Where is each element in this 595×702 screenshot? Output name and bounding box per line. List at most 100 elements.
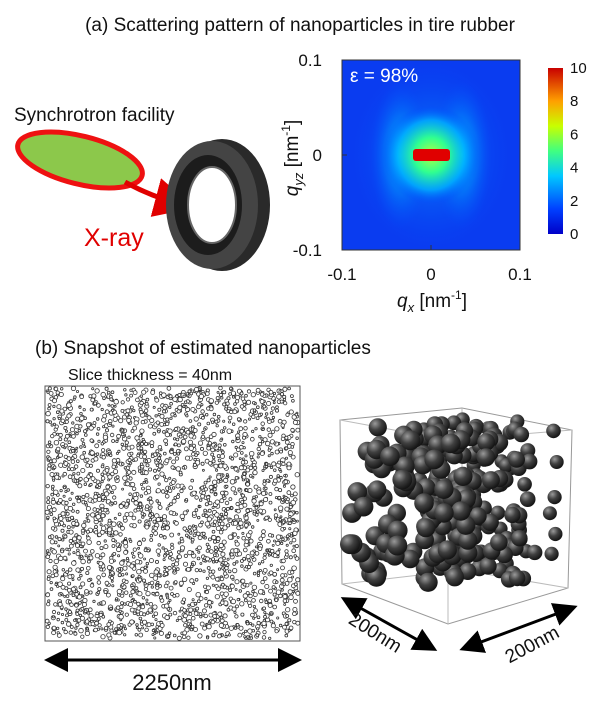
particle-dot: [257, 572, 259, 574]
particle-dot: [170, 402, 173, 405]
particle-dot: [86, 513, 89, 516]
particle-dot: [63, 524, 66, 527]
particle-dot: [185, 534, 188, 537]
particle-dot: [207, 499, 210, 502]
particle-dot: [162, 515, 166, 519]
particle-dot: [71, 587, 75, 591]
particle-dot: [160, 472, 164, 476]
particle-dot: [224, 572, 227, 575]
particle-dot: [96, 485, 99, 488]
particle-dot: [158, 502, 161, 505]
particle-dot: [215, 420, 218, 423]
particle-dot: [225, 501, 229, 505]
particle-dot: [112, 522, 117, 527]
particle-dot: [146, 602, 148, 604]
particle-dot: [57, 405, 61, 409]
particle-dot: [263, 577, 267, 581]
particle-dot: [110, 535, 112, 537]
particle-dot: [75, 604, 79, 608]
particle-dot: [212, 530, 215, 533]
particle-dot: [225, 512, 228, 515]
particle-dot: [199, 523, 203, 527]
particle-dot: [246, 479, 249, 482]
particle-dot: [269, 589, 273, 593]
particle-dot: [270, 466, 272, 468]
particle-dot: [274, 442, 276, 444]
particle-dot: [183, 609, 187, 613]
particle-dot: [112, 539, 115, 542]
sphere: [508, 451, 525, 468]
particle-dot: [141, 483, 143, 485]
particle-dot: [134, 458, 138, 462]
particle-dot: [155, 560, 158, 563]
particle-dot: [76, 447, 78, 449]
particle-dot: [178, 616, 182, 620]
particle-dot: [165, 526, 169, 530]
particle-dot: [274, 540, 276, 542]
particle-dot: [80, 446, 83, 449]
particle-dot: [124, 591, 128, 595]
particle-dot: [150, 581, 154, 585]
particle-dot: [169, 586, 173, 590]
particle-dot: [60, 489, 62, 491]
particle-dot: [168, 632, 171, 635]
particle-dot: [245, 489, 248, 492]
particle-dot: [245, 540, 249, 544]
particle-dot: [296, 621, 300, 625]
particle-dot: [244, 521, 246, 523]
particle-dot: [87, 612, 89, 614]
particle-dot: [212, 506, 214, 508]
particle-dot: [198, 536, 202, 540]
particle-dot: [227, 524, 230, 527]
particle-dot: [285, 457, 287, 459]
particle-dot: [144, 492, 147, 495]
particle-dot: [169, 395, 172, 398]
particle-dot: [276, 406, 279, 409]
particle-dot: [281, 542, 283, 544]
particle-dot: [121, 602, 124, 605]
particle-dot: [212, 535, 216, 539]
particle-dot: [86, 517, 88, 519]
particle-dot: [293, 607, 297, 611]
particle-dot: [235, 542, 239, 546]
particle-dot: [263, 556, 266, 559]
particle-dot: [143, 481, 145, 483]
sphere: [387, 536, 407, 556]
particle-dot: [147, 416, 151, 420]
particle-dot: [262, 530, 266, 534]
colorbar: [548, 68, 563, 234]
colorbar-tick-label: 6: [570, 126, 578, 143]
particle-dot: [84, 483, 87, 486]
particle-dot: [169, 434, 171, 436]
particle-dot: [232, 396, 234, 398]
particle-dot: [191, 616, 195, 620]
particle-dot: [207, 407, 210, 410]
particle-dot: [167, 635, 170, 638]
particle-dot: [293, 492, 297, 496]
particle-dot: [140, 463, 143, 466]
particle-dot: [77, 472, 80, 475]
sphere: [400, 430, 420, 450]
particle-dot: [234, 549, 238, 553]
particle-dot: [170, 450, 173, 453]
particle-dot: [111, 580, 113, 582]
particle-dot: [193, 463, 196, 466]
particle-dot: [198, 441, 202, 445]
particle-dot: [265, 416, 267, 418]
particle-dot: [288, 630, 290, 632]
particle-dot: [237, 418, 240, 421]
particle-dot: [249, 531, 253, 535]
particle-dot: [253, 510, 256, 513]
sphere: [511, 530, 527, 546]
particle-dot: [119, 544, 121, 546]
y-label-symbol: q: [282, 185, 303, 196]
particle-dot: [81, 635, 84, 638]
particle-dot: [130, 406, 133, 409]
particle-dot: [98, 588, 101, 591]
particle-dot: [137, 507, 139, 509]
y-label-subscript: yz: [291, 172, 306, 187]
particle-dot: [53, 418, 55, 420]
particle-dot: [57, 632, 59, 634]
particle-dot: [195, 496, 199, 500]
particle-dot: [231, 487, 236, 492]
